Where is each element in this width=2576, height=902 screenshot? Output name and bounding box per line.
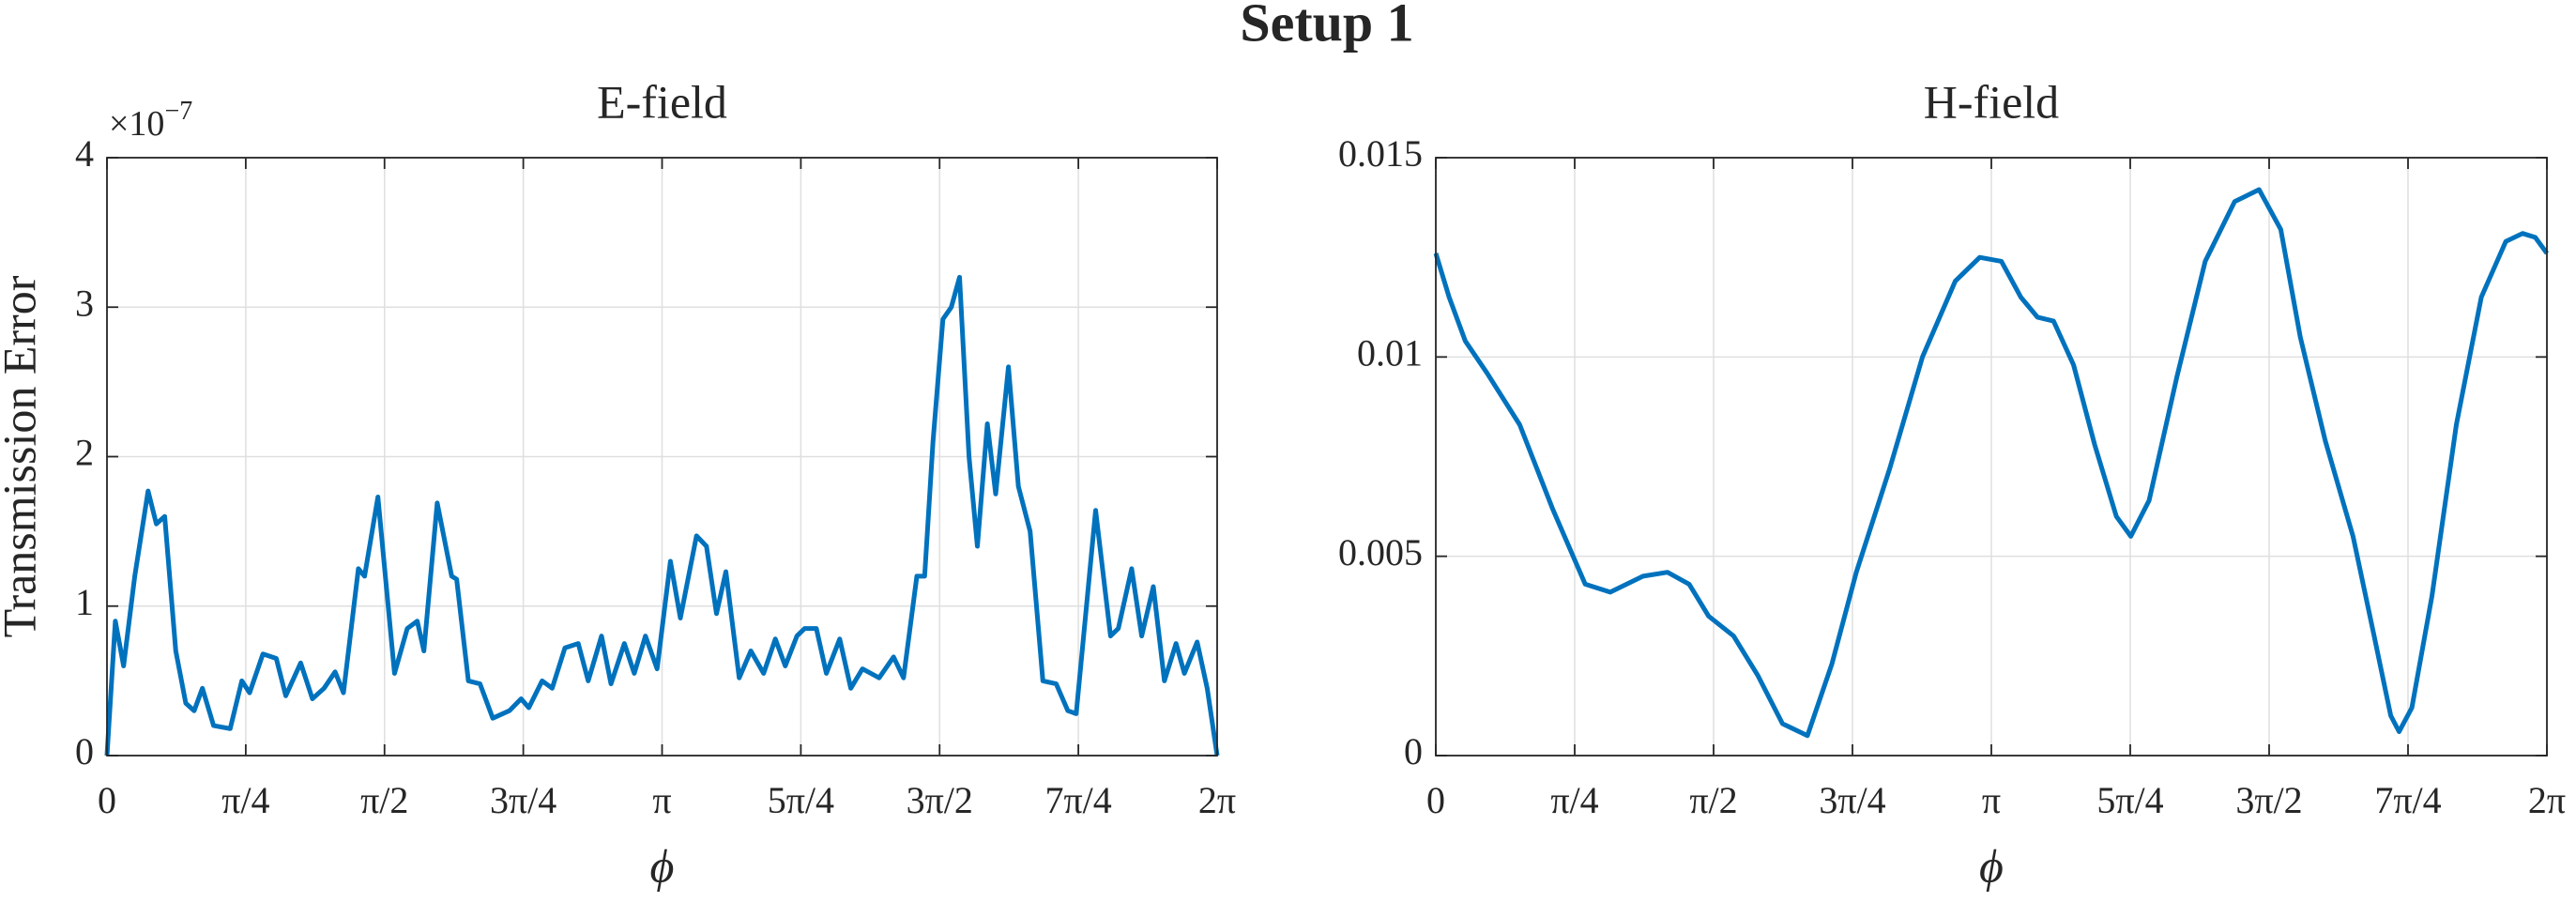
- x-tick-label: 5π/4: [2096, 779, 2163, 821]
- y-tick-label: 1: [75, 581, 94, 623]
- y-axis-label: Transmission Error: [0, 275, 45, 637]
- x-tick-label: 7π/4: [2374, 779, 2441, 821]
- x-tick-label: π/4: [1550, 779, 1598, 821]
- y-tick-label: 0: [1404, 730, 1423, 772]
- y-tick-label: 3: [75, 282, 94, 324]
- x-tick-label: π/4: [221, 779, 269, 821]
- data-line: [104, 274, 1220, 757]
- y-tick-label: 4: [75, 132, 94, 175]
- y-tick-label: 0.015: [1338, 132, 1423, 175]
- y-tick-label: 0.01: [1357, 332, 1423, 375]
- x-axis-label: ϕ: [1979, 839, 2004, 892]
- x-tick-label: 0: [1426, 779, 1445, 821]
- multiplier-base: ×10: [109, 104, 164, 144]
- y-tick-label: 2: [75, 432, 94, 474]
- x-tick-label: 2π: [2528, 779, 2566, 821]
- x-tick-label: π: [1982, 779, 2001, 821]
- x-tick-label: π/2: [1689, 779, 1737, 821]
- x-tick-label: 3π/4: [490, 779, 556, 821]
- x-tick-label: 0: [98, 779, 116, 821]
- x-tick-label: 3π/2: [907, 779, 973, 821]
- x-tick-label: 7π/4: [1044, 779, 1111, 821]
- x-tick-label: 3π/4: [1819, 779, 1885, 821]
- x-axis-label: ϕ: [650, 839, 675, 892]
- y-tick-label: 0: [75, 730, 94, 772]
- figure-title: Setup 1: [1240, 0, 1413, 53]
- subplot-title: E-field: [597, 75, 727, 128]
- subplot-title: H-field: [1924, 75, 2059, 128]
- axes-frame: [106, 157, 1218, 757]
- x-tick-label: π: [652, 779, 671, 821]
- x-tick-label: 3π/2: [2235, 779, 2302, 821]
- x-tick-label: π/2: [360, 779, 408, 821]
- y-multiplier: ×10−7: [109, 97, 192, 143]
- y-tick-label: 0.005: [1338, 531, 1423, 573]
- data-line: [1433, 187, 2550, 739]
- axes-frame: [1435, 157, 2548, 757]
- multiplier-exponent: −7: [164, 97, 192, 126]
- x-tick-label: 2π: [1198, 779, 1236, 821]
- x-tick-label: 5π/4: [768, 779, 834, 821]
